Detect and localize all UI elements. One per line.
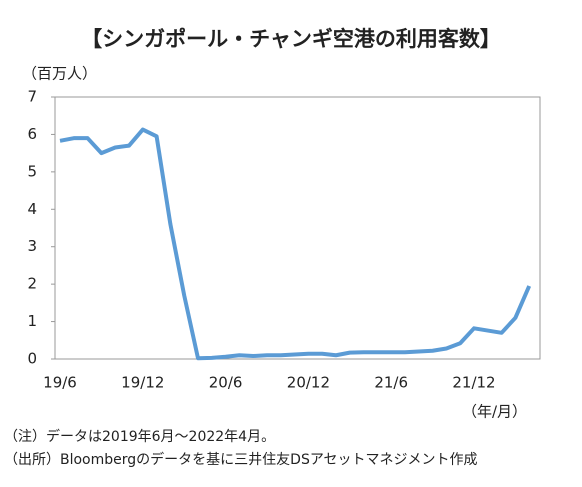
x-tick-label: 20/12 <box>287 374 330 392</box>
line <box>59 127 532 361</box>
x-tick-label: 21/6 <box>374 374 408 392</box>
note: （出所）Bloombergのデータを基に三井住友DSアセットマネジメント作成 <box>4 451 478 468</box>
y-tick-label: 4 <box>27 200 37 218</box>
y-tick-label: 6 <box>27 125 37 143</box>
x-tick-label: 19/12 <box>121 374 164 392</box>
y-tick-label: 0 <box>27 350 37 368</box>
x-tick-label: 19/6 <box>43 374 77 392</box>
x-axis-label: （年/月） <box>462 403 527 421</box>
chart-title: 【シンガポール・チャンギ空港の利用客数】 <box>81 27 501 51</box>
y-tick-label: 2 <box>27 275 37 293</box>
note: （注）データは2019年6月～2022年4月。 <box>4 428 275 445</box>
y-tick-label: 3 <box>27 237 37 255</box>
y-axis-label: （百万人） <box>22 65 97 83</box>
x-tick-label: 20/6 <box>209 374 243 392</box>
y-tick-label: 7 <box>27 88 37 106</box>
y-tick-label: 5 <box>27 162 37 180</box>
y-tick-label: 1 <box>27 312 37 330</box>
plot-frame <box>54 96 541 360</box>
x-tick-label: 21/12 <box>452 374 495 392</box>
